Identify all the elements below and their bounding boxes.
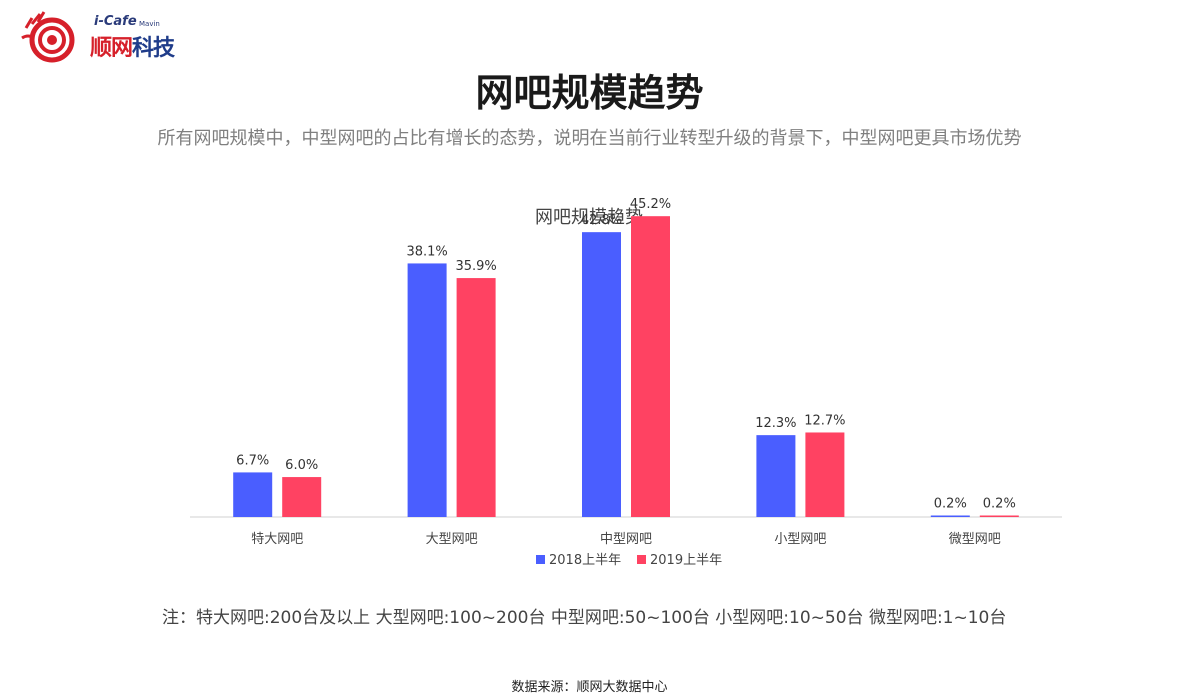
bar xyxy=(233,472,273,517)
bar xyxy=(582,232,621,517)
data-label: 42.8% xyxy=(581,213,622,228)
logo-brand-small: i-Cafe xyxy=(94,14,137,29)
bar-chart: 网吧规模趋势 6.7% 6.0% 特大网吧 38.1% 35.9% 大型网吧 42.8% 45.… xyxy=(190,197,1062,568)
bar xyxy=(282,477,322,517)
legend-swatch xyxy=(637,555,646,564)
chart-title: 网吧规模趋势 xyxy=(535,207,643,228)
bar xyxy=(805,432,845,517)
data-label: 35.9% xyxy=(455,259,496,274)
x-tick-label: 大型网吧 xyxy=(426,532,478,547)
bar xyxy=(407,263,447,517)
data-label: 38.1% xyxy=(406,244,447,259)
data-label: 6.7% xyxy=(236,453,269,468)
brand-logo: i-Cafe Mavin 顺网科技 xyxy=(18,8,188,64)
logo-brand-cn-red: 顺网 xyxy=(90,35,133,61)
target-logo-icon xyxy=(21,11,75,63)
data-label: 6.0% xyxy=(285,458,318,473)
bar xyxy=(631,216,670,517)
legend-label: 2018上半年 xyxy=(549,553,621,568)
page-title: 网吧规模趋势 xyxy=(475,71,704,115)
legend-label: 2019上半年 xyxy=(650,553,722,568)
data-label: 0.2% xyxy=(983,497,1016,512)
logo-brand-cn: 顺网科技 xyxy=(90,30,175,62)
bar xyxy=(979,515,1019,517)
bar xyxy=(456,278,496,517)
footnote: 注：特大网吧:200台及以上 大型网吧:100~200台 中型网吧:50~100… xyxy=(162,608,1007,628)
bar xyxy=(930,515,970,517)
logo-brand-cn-blue: 科技 xyxy=(132,35,175,61)
legend-swatch xyxy=(536,555,545,564)
page-subtitle: 所有网吧规模中，中型网吧的占比有增长的态势，说明在当前行业转型升级的背景下，中型… xyxy=(157,128,1022,149)
logo-brand-tag: Mavin xyxy=(139,20,160,28)
x-tick-label: 中型网吧 xyxy=(600,532,652,547)
x-tick-label: 小型网吧 xyxy=(774,532,826,547)
data-label: 45.2% xyxy=(630,197,671,212)
x-tick-label: 特大网吧 xyxy=(251,532,303,547)
data-label: 12.7% xyxy=(804,413,845,428)
data-source: 数据来源：顺网大数据中心 xyxy=(511,680,668,695)
data-label: 0.2% xyxy=(934,497,967,512)
data-label: 12.3% xyxy=(755,416,796,431)
bar xyxy=(756,435,796,517)
x-tick-label: 微型网吧 xyxy=(949,532,1001,547)
chart-container: 网吧规模趋势 6.7% 6.0% 特大网吧 38.1% 35.9% 大型网吧 42.8% 45.… xyxy=(0,195,1179,585)
